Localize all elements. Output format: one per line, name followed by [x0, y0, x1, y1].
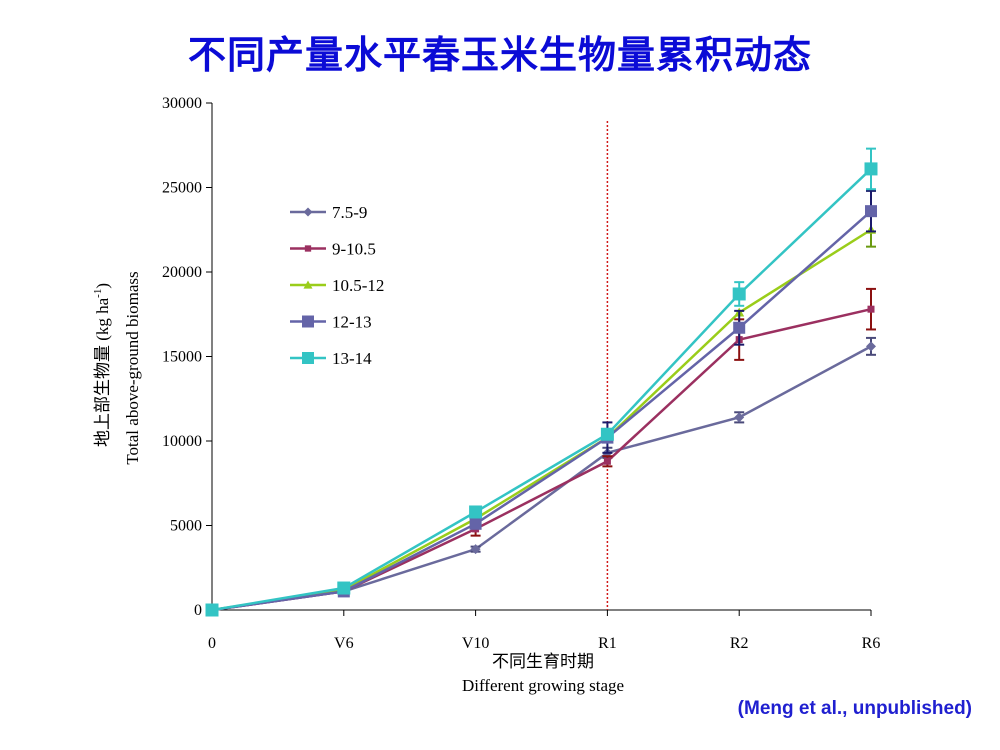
legend-label: 10.5-12: [332, 276, 384, 295]
data-point: [469, 505, 483, 519]
series-line: [211, 210, 872, 612]
series-13-14: [205, 147, 878, 617]
data-point: [733, 321, 746, 334]
data-point: [470, 544, 481, 555]
x-axis-title-zh: 不同生育时期: [492, 652, 594, 671]
legend-item: 9-10.5: [290, 240, 376, 259]
data-point: [302, 352, 314, 364]
data-point: [867, 305, 875, 313]
data-point: [866, 341, 876, 352]
x-tick-label: 0: [208, 635, 216, 652]
legend: 7.5-9 9-10.5 10.5-12 12-13 13-14: [290, 203, 384, 368]
data-point: [732, 287, 746, 301]
legend-label: 13-14: [332, 349, 372, 368]
y-tick-label: 15000: [162, 349, 202, 366]
y-axis-title-zh-text: 地上部生物量 (kg ha: [93, 297, 112, 447]
data-point: [734, 412, 745, 423]
y-tick-label: 0: [194, 602, 202, 619]
y-tick-label: 20000: [162, 264, 202, 281]
legend-item: 10.5-12: [290, 276, 384, 295]
data-point: [205, 603, 219, 617]
data-point: [304, 245, 312, 252]
legend-label: 7.5-9: [332, 203, 367, 222]
x-tick-label: R6: [862, 635, 881, 652]
series-9-10.5: [208, 287, 876, 614]
data-point: [303, 207, 313, 217]
y-axis-title-zh-group: 地上部生物量 (kg ha-1): [92, 283, 112, 447]
x-axis-title-en: Different growing stage: [462, 676, 624, 695]
series-line: [211, 228, 872, 612]
page-title: 不同产量水平春玉米生物量累积动态: [187, 33, 812, 77]
data-point: [865, 205, 877, 218]
y-axis-title-zh: 地上部生物量 (kg ha-1): [92, 283, 112, 447]
data-point: [600, 427, 614, 441]
series-12-13: [206, 189, 877, 616]
y-ticks: 0 5000 10000 15000 20000 25000 30000: [162, 95, 212, 619]
legend-label: 12-13: [332, 313, 372, 332]
data-point: [303, 280, 313, 289]
y-tick-label: 25000: [162, 180, 202, 197]
citation: (Meng et al., unpublished): [737, 698, 972, 719]
y-axis-unit-close: ): [93, 283, 112, 289]
series-layer: [205, 147, 878, 617]
y-tick-label: 10000: [162, 433, 202, 450]
y-axis-title-en: Total above-ground biomass: [123, 271, 142, 464]
x-tick-label: V10: [462, 635, 490, 652]
data-point: [864, 162, 878, 176]
x-tick-label: R2: [730, 635, 749, 652]
x-ticks: 0 V6 V10 R1 R2 R6: [208, 610, 880, 652]
legend-item: 7.5-9: [290, 203, 367, 222]
y-tick-label: 30000: [162, 95, 202, 112]
legend-item: 12-13: [290, 313, 372, 332]
legend-item: 13-14: [290, 349, 372, 368]
series-line: [211, 168, 872, 612]
x-tick-label: V6: [334, 635, 354, 652]
series-10.5-12: [207, 211, 876, 614]
data-point: [603, 457, 611, 465]
series-7.5-9: [207, 336, 876, 615]
y-tick-label: 5000: [170, 518, 202, 535]
y-axis-title-en-group: Total above-ground biomass: [123, 271, 142, 464]
x-tick-label: R1: [598, 635, 617, 652]
data-point: [469, 517, 482, 530]
y-axis-unit-sup: -1: [92, 289, 104, 298]
data-point: [302, 315, 314, 328]
legend-label: 9-10.5: [332, 240, 376, 259]
data-point: [337, 581, 351, 595]
